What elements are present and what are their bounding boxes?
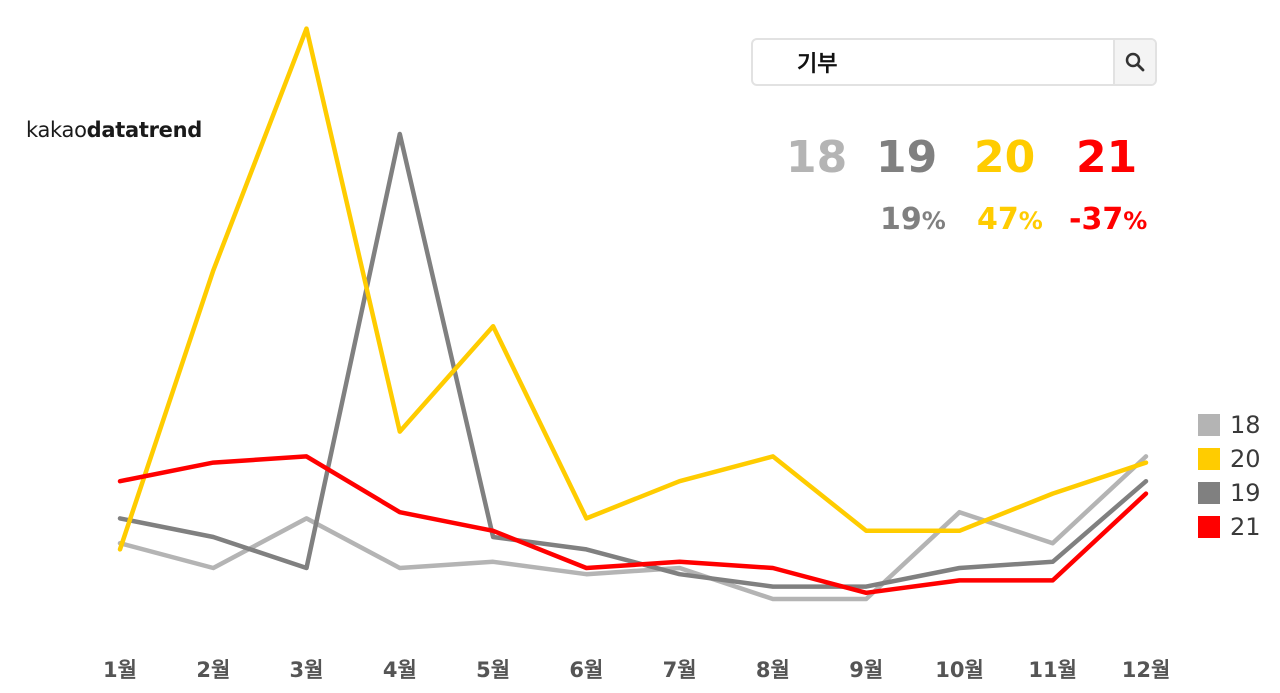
- x-tick-label: 10월: [935, 658, 984, 682]
- year-headings: 18 19 20 21: [780, 132, 1160, 184]
- chart-legend: 18 20 19 21: [1198, 408, 1274, 544]
- year-label-19: 19: [876, 132, 938, 183]
- x-tick-label: 4월: [383, 658, 417, 682]
- legend-label-21: 21: [1230, 513, 1261, 541]
- x-tick-label: 8월: [756, 658, 790, 682]
- logo-bold-text: datatrend: [86, 118, 203, 142]
- x-axis: 1월 2월 3월 4월 5월 6월 7월 8월 9월 10월 11월 12월: [103, 658, 1170, 682]
- year-over-year-changes: 19% 47% -37%: [870, 202, 1170, 246]
- series-line-21: [117, 454, 1149, 596]
- legend-item-21: 21: [1198, 510, 1274, 544]
- search-box: [751, 38, 1157, 86]
- legend-swatch-20: [1198, 448, 1220, 470]
- logo-light-text: kakao: [26, 118, 87, 142]
- change-19-value: 19: [880, 202, 922, 237]
- change-21: -37%: [1069, 202, 1147, 237]
- legend-swatch-18: [1198, 414, 1220, 436]
- legend-swatch-19: [1198, 482, 1220, 504]
- year-label-20: 20: [974, 132, 1036, 183]
- change-21-unit: %: [1123, 207, 1148, 235]
- legend-swatch-21: [1198, 516, 1220, 538]
- change-19: 19%: [880, 202, 946, 237]
- change-19-unit: %: [921, 207, 946, 235]
- change-20-unit: %: [1018, 207, 1043, 235]
- kakao-datatrend-logo: kakaodatatrend: [26, 118, 202, 142]
- legend-item-19: 19: [1198, 476, 1274, 510]
- x-tick-label: 3월: [290, 658, 324, 682]
- x-tick-label: 2월: [196, 658, 230, 682]
- legend-item-18: 18: [1198, 408, 1274, 442]
- series-line-18: [117, 454, 1149, 602]
- legend-item-20: 20: [1198, 442, 1274, 476]
- year-label-18: 18: [786, 132, 848, 183]
- series-line-20: [117, 26, 1149, 552]
- change-20: 47%: [977, 202, 1043, 237]
- x-tick-label: 11월: [1028, 658, 1077, 682]
- legend-label-20: 20: [1230, 445, 1261, 473]
- x-tick-label: 5월: [476, 658, 510, 682]
- x-tick-label: 9월: [849, 658, 883, 682]
- series-line-19: [117, 131, 1149, 589]
- search-button[interactable]: [1113, 40, 1155, 84]
- x-tick-label: 7월: [663, 658, 697, 682]
- search-input[interactable]: [753, 40, 1113, 84]
- legend-label-18: 18: [1230, 411, 1261, 439]
- series-layer: [117, 26, 1149, 602]
- legend-label-19: 19: [1230, 479, 1261, 507]
- x-tick-label: 6월: [569, 658, 603, 682]
- change-21-value: -37: [1069, 202, 1124, 237]
- x-tick-label: 12월: [1122, 658, 1171, 682]
- year-label-21: 21: [1076, 132, 1138, 183]
- search-icon: [1125, 52, 1145, 72]
- x-tick-label: 1월: [103, 658, 137, 682]
- change-20-value: 47: [977, 202, 1019, 237]
